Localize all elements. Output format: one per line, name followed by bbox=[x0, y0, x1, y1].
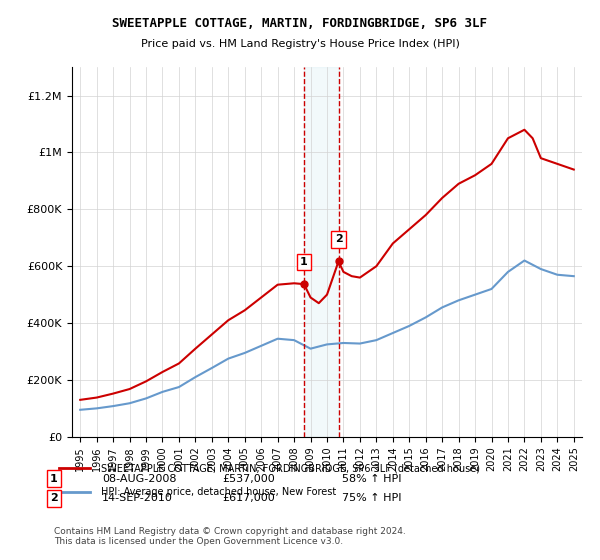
Text: 58% ↑ HPI: 58% ↑ HPI bbox=[342, 474, 401, 484]
Text: 1: 1 bbox=[300, 257, 308, 267]
Text: Price paid vs. HM Land Registry's House Price Index (HPI): Price paid vs. HM Land Registry's House … bbox=[140, 39, 460, 49]
Text: £617,000: £617,000 bbox=[222, 493, 275, 503]
Text: 2: 2 bbox=[335, 234, 343, 244]
Text: 14-SEP-2010: 14-SEP-2010 bbox=[102, 493, 173, 503]
Text: Contains HM Land Registry data © Crown copyright and database right 2024.
This d: Contains HM Land Registry data © Crown c… bbox=[54, 526, 406, 546]
Text: £537,000: £537,000 bbox=[222, 474, 275, 484]
Text: 2: 2 bbox=[50, 493, 58, 503]
Text: 75% ↑ HPI: 75% ↑ HPI bbox=[342, 493, 401, 503]
Text: SWEETAPPLE COTTAGE, MARTIN, FORDINGBRIDGE, SP6 3LF (detached house): SWEETAPPLE COTTAGE, MARTIN, FORDINGBRIDG… bbox=[101, 463, 480, 473]
Text: SWEETAPPLE COTTAGE, MARTIN, FORDINGBRIDGE, SP6 3LF: SWEETAPPLE COTTAGE, MARTIN, FORDINGBRIDG… bbox=[113, 17, 487, 30]
Text: HPI: Average price, detached house, New Forest: HPI: Average price, detached house, New … bbox=[101, 487, 336, 497]
Text: 1: 1 bbox=[50, 474, 58, 484]
Text: 08-AUG-2008: 08-AUG-2008 bbox=[102, 474, 176, 484]
Bar bbox=[304, 67, 338, 437]
